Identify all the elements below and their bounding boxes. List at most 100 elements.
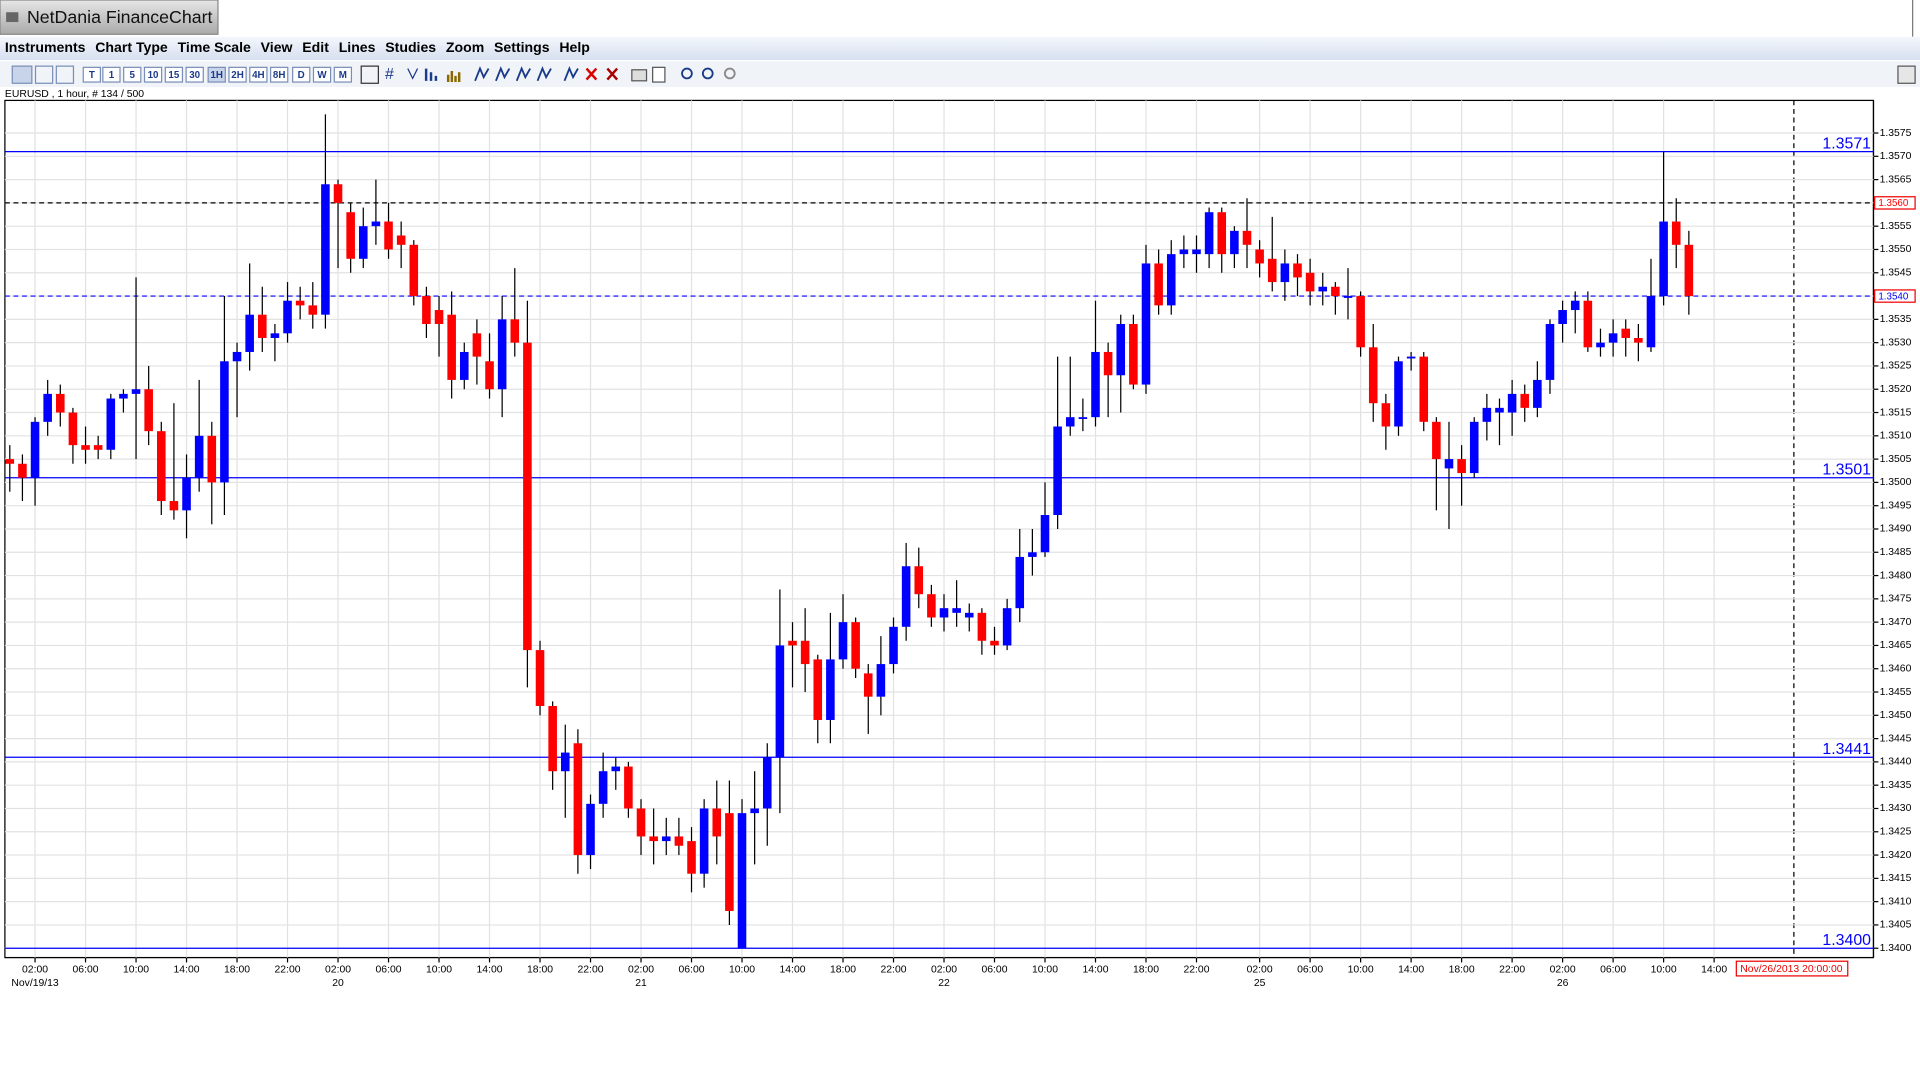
- menu-item[interactable]: Time Scale: [178, 39, 251, 55]
- toolbar-button[interactable]: [207, 66, 226, 83]
- toolbar-button[interactable]: [292, 66, 311, 83]
- y-tick-label: 1.3490: [1880, 524, 1912, 535]
- toolbar-icon[interactable]: [446, 71, 461, 83]
- toolbar-label[interactable]: W: [317, 70, 327, 81]
- candle-body: [1394, 361, 1403, 427]
- toolbar-label[interactable]: 5: [130, 70, 136, 81]
- toolbar-label[interactable]: T: [89, 70, 95, 81]
- candle-body: [308, 305, 318, 315]
- candle-body: [1331, 286, 1340, 297]
- candle-body: [182, 477, 191, 511]
- menu-item[interactable]: Settings: [494, 39, 550, 55]
- candle-body: [346, 212, 355, 259]
- x-tick-label: 02:00: [22, 965, 48, 976]
- toolbar-label[interactable]: D: [298, 70, 305, 81]
- toolbar-label[interactable]: 30: [189, 70, 200, 81]
- menu-item[interactable]: Help: [559, 39, 590, 55]
- candle-body: [838, 622, 848, 660]
- x-tick-label: 10:00: [1348, 965, 1374, 976]
- menu-item[interactable]: Chart Type: [95, 39, 168, 55]
- candle-body: [636, 808, 646, 837]
- candle-body: [258, 314, 267, 338]
- candle-body: [30, 421, 40, 478]
- candle-body: [523, 342, 532, 651]
- x-tick-label: 14:00: [1398, 965, 1424, 976]
- candle-body: [649, 836, 658, 842]
- candle-body: [409, 244, 419, 297]
- candle-body: [1583, 300, 1593, 348]
- toolbar-label[interactable]: 2H: [231, 70, 244, 81]
- toolbar-icon[interactable]: #: [385, 66, 394, 83]
- toolbar-button[interactable]: [82, 66, 102, 83]
- toolbar-icon[interactable]: [631, 69, 648, 82]
- toolbar-label[interactable]: 4H: [252, 70, 265, 81]
- toolbar-button[interactable]: [249, 66, 268, 83]
- x-date-label: 22: [938, 978, 950, 989]
- toolbar-label[interactable]: 1H: [210, 70, 223, 81]
- candle-body: [1078, 417, 1088, 420]
- candle-body: [1469, 421, 1479, 474]
- menu-item[interactable]: Studies: [385, 39, 436, 55]
- toolbar-icon[interactable]: [360, 65, 379, 84]
- candle-body: [485, 361, 494, 390]
- y-tick-label: 1.3495: [1880, 500, 1912, 511]
- x-tick-label: 18:00: [830, 965, 856, 976]
- toolbar-icon[interactable]: [681, 67, 693, 80]
- line-label: 1.3571: [1822, 136, 1871, 153]
- toolbar-icon[interactable]: [563, 66, 579, 82]
- candle-body: [1343, 296, 1353, 298]
- menu-item[interactable]: Lines: [339, 39, 376, 55]
- toolbar-label[interactable]: 10: [148, 70, 159, 81]
- y-tick-label: 1.3465: [1880, 640, 1912, 651]
- candle-body: [68, 412, 78, 446]
- candle-body: [1533, 379, 1542, 408]
- toolbar-icon[interactable]: [701, 67, 714, 80]
- toolbar-label[interactable]: 15: [168, 70, 179, 81]
- toolbar-icon[interactable]: [55, 65, 75, 84]
- toolbar-button[interactable]: [143, 66, 163, 83]
- candle-body: [422, 296, 431, 325]
- price-marker-label: 1.3540: [1878, 291, 1908, 302]
- toolbar-icon[interactable]: [585, 67, 598, 81]
- x-tick-label: 18:00: [1449, 965, 1475, 976]
- x-tick-label: 06:00: [1297, 965, 1323, 976]
- x-date-label: Nov/19/13: [11, 978, 59, 989]
- toolbar-icon[interactable]: [1897, 65, 1916, 84]
- toolbar-icon[interactable]: [652, 66, 666, 83]
- menu-item[interactable]: Edit: [302, 39, 329, 55]
- toolbar-button[interactable]: [164, 66, 184, 83]
- toolbar-icon[interactable]: [474, 66, 552, 82]
- candle-body: [1040, 515, 1050, 553]
- toolbar-button[interactable]: [185, 66, 204, 83]
- toolbar-icon[interactable]: [424, 68, 438, 81]
- toolbar-button[interactable]: [123, 66, 142, 83]
- price-marker-label: 1.3560: [1878, 198, 1908, 209]
- toolbar-button[interactable]: [228, 66, 247, 83]
- x-tick-label: 14:00: [477, 965, 503, 976]
- toolbar-icon[interactable]: [606, 67, 619, 81]
- toolbar-button[interactable]: [333, 66, 353, 83]
- toolbar-icon[interactable]: [723, 67, 736, 80]
- x-date-label: 26: [1557, 978, 1569, 989]
- toolbar-label[interactable]: 8H: [273, 70, 286, 81]
- menu-item[interactable]: Instruments: [5, 39, 86, 55]
- menu-item[interactable]: Zoom: [446, 39, 484, 55]
- y-tick-label: 1.3405: [1880, 920, 1912, 931]
- candle-body: [1684, 244, 1694, 297]
- candle-body: [1166, 254, 1176, 306]
- toolbar-label[interactable]: M: [339, 70, 347, 81]
- toolbar-button[interactable]: [312, 66, 332, 83]
- candle-body: [661, 836, 671, 842]
- candle-body: [270, 333, 280, 338]
- candle-body: [1558, 310, 1567, 325]
- candle-body: [245, 314, 254, 352]
- toolbar-icon[interactable]: [407, 68, 419, 80]
- menu-item[interactable]: View: [261, 39, 293, 55]
- toolbar-icon[interactable]: [11, 65, 33, 84]
- x-tick-label: 14:00: [1082, 965, 1108, 976]
- toolbar-button[interactable]: [270, 66, 289, 83]
- toolbar-icon[interactable]: [34, 65, 54, 84]
- toolbar-label[interactable]: 1: [109, 70, 115, 81]
- toolbar-button[interactable]: [102, 66, 121, 83]
